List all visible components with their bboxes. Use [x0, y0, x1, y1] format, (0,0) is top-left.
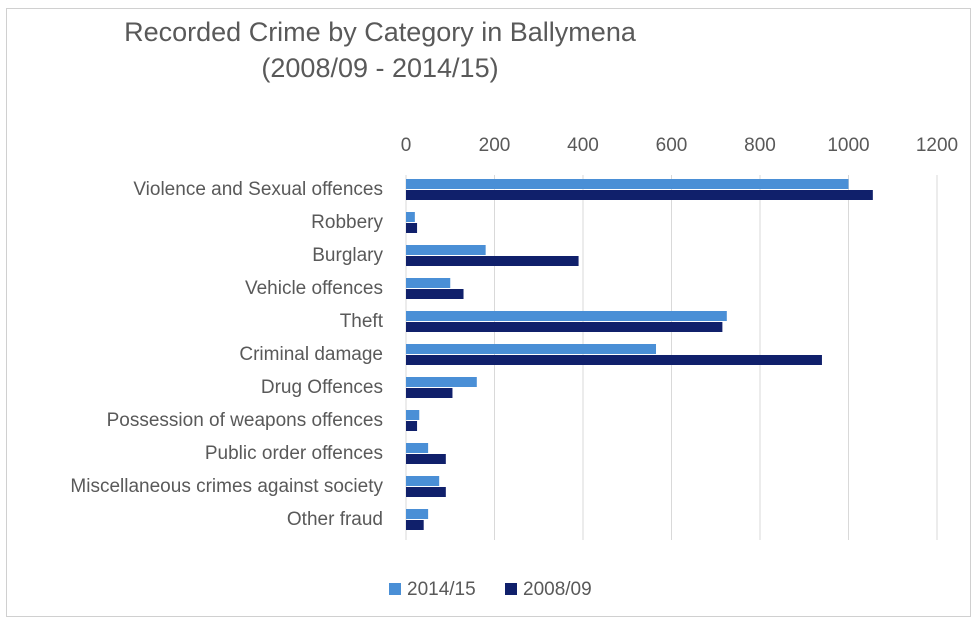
bar-2014-15 — [406, 245, 486, 255]
bar-2008-09 — [406, 355, 822, 365]
bar-2008-09 — [406, 520, 424, 530]
category-labels: Violence and Sexual offences Robbery Burgl… — [70, 179, 383, 530]
bar-2014-15 — [406, 278, 451, 288]
x-tick-label: 200 — [479, 135, 511, 156]
bar-2014-15 — [406, 476, 440, 486]
category-label: Robbery — [311, 212, 383, 233]
category-label: Public order offences — [205, 443, 383, 464]
bar-2014-15 — [406, 410, 420, 420]
legend-label: 2014/15 — [407, 579, 476, 600]
category-label: Possession of weapons offences — [107, 410, 383, 431]
legend-label: 2008/09 — [523, 579, 592, 600]
category-label: Drug Offences — [261, 377, 383, 398]
category-label: Burglary — [312, 245, 383, 266]
category-label: Theft — [340, 311, 384, 332]
x-tick-label: 1000 — [827, 135, 869, 156]
category-label: Violence and Sexual offences — [133, 179, 383, 200]
legend-swatch — [505, 583, 517, 595]
bars — [406, 179, 873, 530]
bar-2008-09 — [406, 487, 446, 497]
chart-title-block: Recorded Crime by Category in Ballymena … — [0, 14, 760, 86]
legend: 2014/15 2008/09 — [389, 579, 592, 600]
bar-2014-15 — [406, 179, 849, 189]
bar-2008-09 — [406, 256, 579, 266]
bar-2008-09 — [406, 388, 453, 398]
bar-2008-09 — [406, 421, 418, 431]
category-label: Miscellaneous crimes against society — [70, 476, 383, 497]
chart-frame — [6, 8, 971, 617]
x-tick-labels: 0 200 400 600 800 1000 1200 — [401, 135, 958, 156]
bar-2008-09 — [406, 223, 418, 233]
bar-2014-15 — [406, 509, 429, 519]
x-tick-label: 400 — [567, 135, 599, 156]
chart-title: Recorded Crime by Category in Ballymena — [124, 17, 636, 47]
x-tick-label: 0 — [401, 135, 412, 156]
bar-2008-09 — [406, 322, 723, 332]
bar-2008-09 — [406, 454, 446, 464]
bar-2008-09 — [406, 289, 464, 299]
category-label: Vehicle offences — [245, 278, 383, 299]
category-label: Other fraud — [287, 509, 383, 530]
bar-2014-15 — [406, 443, 429, 453]
bar-2014-15 — [406, 344, 657, 354]
chart-subtitle: (2008/09 - 2014/15) — [261, 53, 499, 83]
x-tick-label: 600 — [656, 135, 688, 156]
bar-2008-09 — [406, 190, 873, 200]
x-tick-label: 800 — [744, 135, 776, 156]
legend-swatch — [389, 583, 401, 595]
bar-2014-15 — [406, 212, 415, 222]
category-label: Criminal damage — [239, 344, 383, 365]
bar-2014-15 — [406, 311, 727, 321]
x-tick-label: 1200 — [916, 135, 958, 156]
bar-2014-15 — [406, 377, 477, 387]
